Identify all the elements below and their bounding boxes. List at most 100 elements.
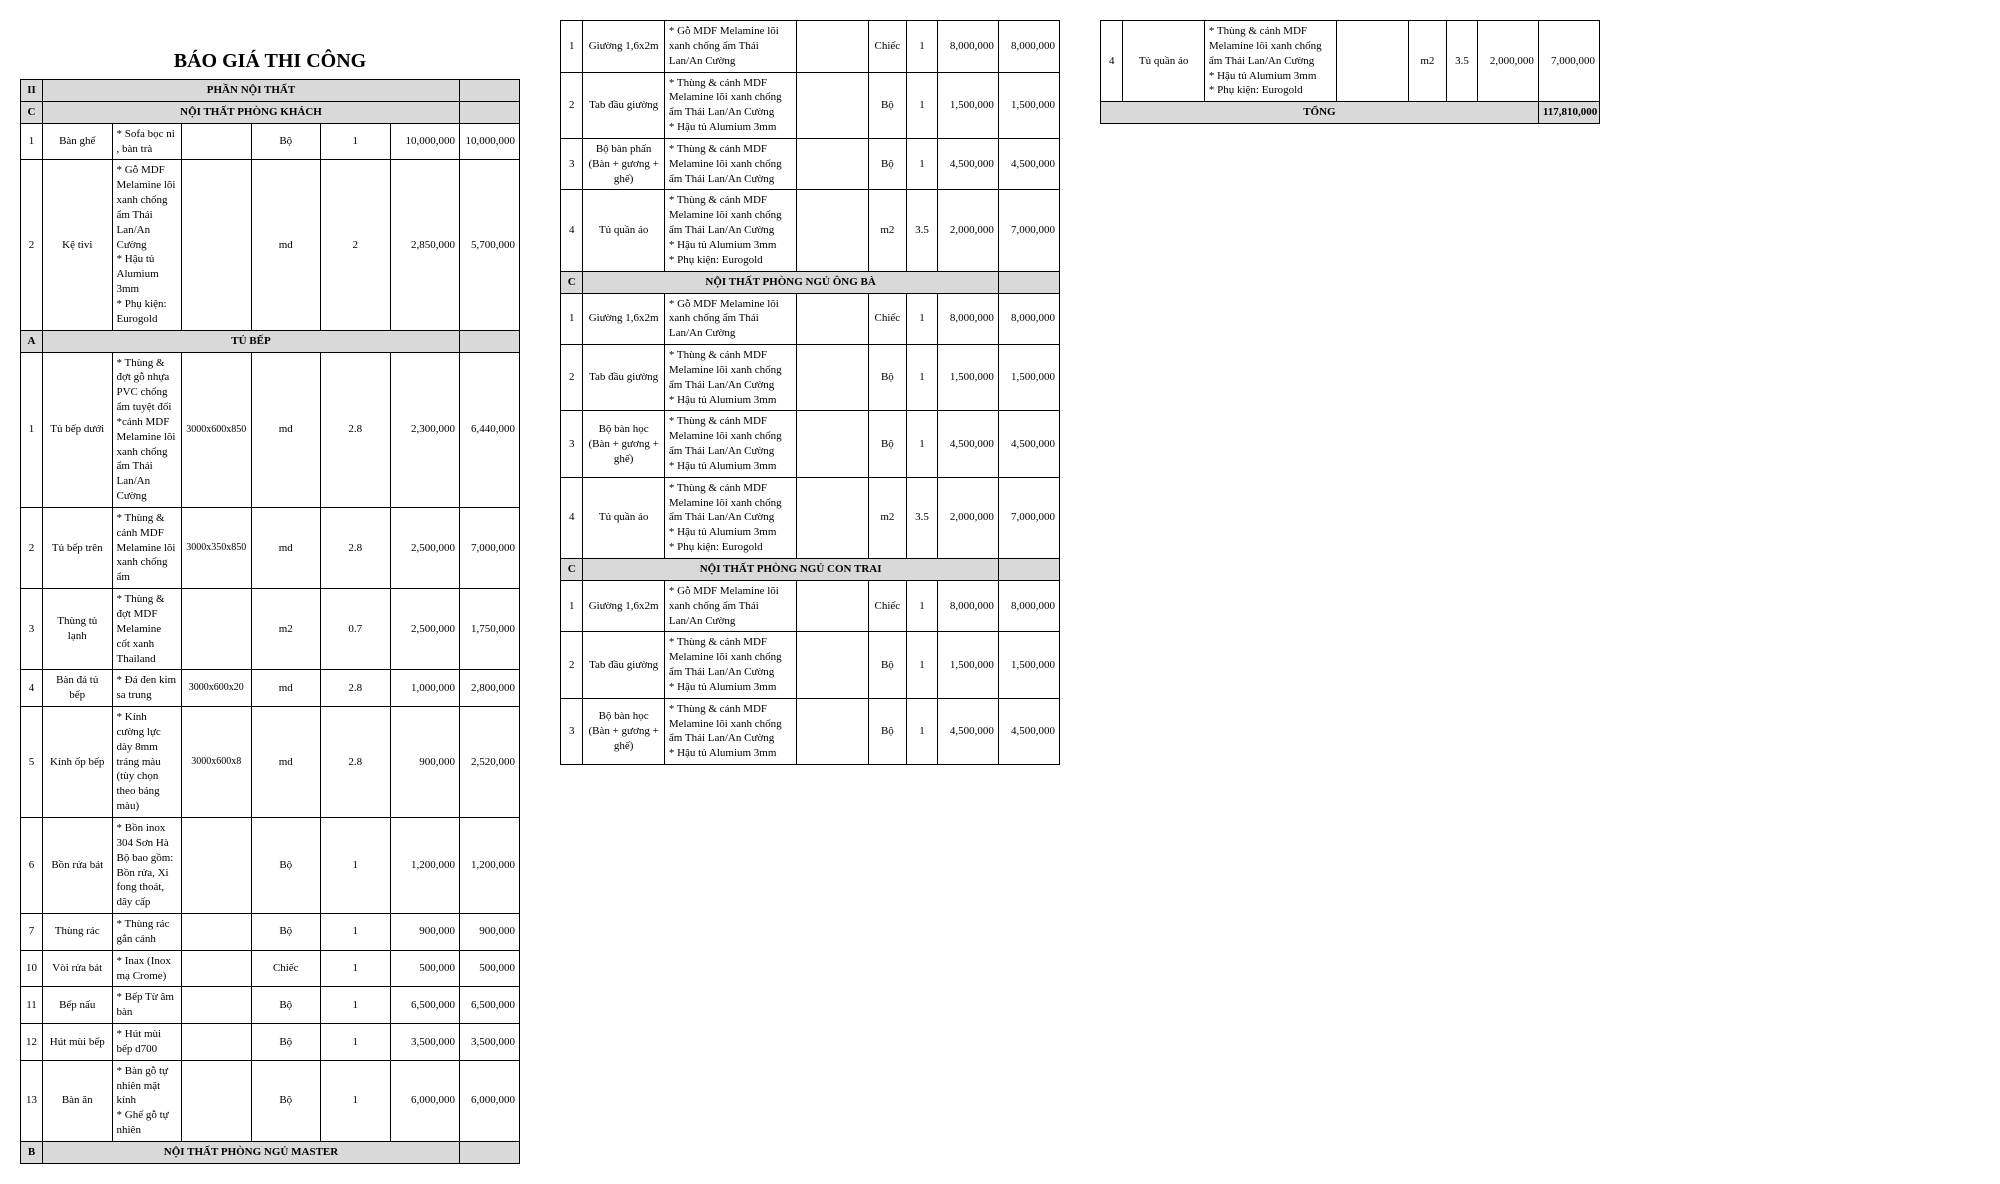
quote-row: 4Bàn đá tủ bếp* Đá đen kim sa trung3000x… xyxy=(21,670,520,707)
cell-total: 1,200,000 xyxy=(460,817,520,913)
cell-size: 3000x600x20 xyxy=(182,670,252,707)
quote-row: 6Bồn rửa bát* Bồn inox 304 Sơn HàBộ bao … xyxy=(21,817,520,913)
section-total-blank xyxy=(998,559,1059,581)
cell-total: 2,800,000 xyxy=(460,670,520,707)
quote-table-2: 1Giường 1,6x2m* Gỗ MDF Melamine lõi xanh… xyxy=(560,20,1060,765)
section-idx: II xyxy=(21,80,43,102)
cell-unit: Bộ xyxy=(251,123,321,160)
cell-size xyxy=(797,293,868,345)
cell-name: Bếp nấu xyxy=(43,987,113,1024)
cell-total: 7,000,000 xyxy=(460,507,520,588)
quote-row: 7Thùng rác* Thùng rác gắn cánhBộ1900,000… xyxy=(21,914,520,951)
cell-idx: 10 xyxy=(21,950,43,987)
cell-qty: 1 xyxy=(907,632,938,698)
section-header: IIPHẦN NỘI THẤT xyxy=(21,80,520,102)
cell-name: Thùng rác xyxy=(43,914,113,951)
cell-price: 1,500,000 xyxy=(937,632,998,698)
cell-size xyxy=(797,632,868,698)
cell-detail: * Sofa bọc nỉ , bàn trà xyxy=(112,123,182,160)
cell-idx: 3 xyxy=(561,138,583,190)
cell-idx: 12 xyxy=(21,1024,43,1061)
cell-unit: Chiếc xyxy=(251,950,321,987)
cell-total: 1,500,000 xyxy=(998,72,1059,138)
quote-row: 3Bộ bàn phấn (Bàn + gương + ghế)* Thùng … xyxy=(561,138,1060,190)
quote-row: 1Tủ bếp dưới* Thùng & đợt gỗ nhựa PVC ch… xyxy=(21,352,520,507)
cell-detail: * Thùng & cánh MDF Melamine lõi xanh chố… xyxy=(664,698,796,764)
cell-detail: * Thùng & cánh MDF Melamine lõi xanh chố… xyxy=(664,72,796,138)
cell-qty: 1 xyxy=(321,1024,391,1061)
cell-detail: * Gỗ MDF Melamine lõi xanh chống ẩm Thái… xyxy=(664,580,796,632)
cell-detail: * Thùng & cánh MDF Melamine lõi xanh chố… xyxy=(664,190,796,271)
section-label: TỦ BẾP xyxy=(43,330,460,352)
quote-row: 10Vòi rửa bát* Inax (Inox mạ Crome) Chiếc… xyxy=(21,950,520,987)
cell-detail: * Bồn inox 304 Sơn HàBộ bao gồm: Bồn rửa… xyxy=(112,817,182,913)
cell-total: 8,000,000 xyxy=(998,293,1059,345)
cell-total: 1,750,000 xyxy=(460,589,520,670)
cell-qty: 2.8 xyxy=(321,670,391,707)
cell-unit: Bộ xyxy=(868,632,907,698)
cell-unit: md xyxy=(251,160,321,330)
cell-idx: 1 xyxy=(21,123,43,160)
cell-qty: 2.8 xyxy=(321,507,391,588)
cell-price: 1,200,000 xyxy=(390,817,460,913)
cell-size xyxy=(797,345,868,411)
quote-row: 2Tab đầu giường* Thùng & cánh MDF Melami… xyxy=(561,632,1060,698)
quote-row: 2Tủ bếp trên* Thùng & cánh MDF Melamine … xyxy=(21,507,520,588)
cell-unit: Bộ xyxy=(868,138,907,190)
cell-name: Bàn ghế xyxy=(43,123,113,160)
page-title: BÁO GIÁ THI CÔNG xyxy=(20,50,520,73)
cell-detail: * Thùng rác gắn cánh xyxy=(112,914,182,951)
cell-price: 8,000,000 xyxy=(937,293,998,345)
cell-detail: * Gỗ MDF Melamine lõi xanh chống ẩm Thái… xyxy=(112,160,182,330)
cell-size: 3000x350x850 xyxy=(182,507,252,588)
quote-row: 4Tủ quần áo* Thùng & cánh MDF Melamine l… xyxy=(1101,21,1600,102)
cell-name: Vòi rửa bát xyxy=(43,950,113,987)
cell-unit: Bộ xyxy=(868,72,907,138)
cell-unit: md xyxy=(251,707,321,818)
cell-name: Kính ốp bếp xyxy=(43,707,113,818)
cell-qty: 1 xyxy=(321,950,391,987)
cell-idx: 2 xyxy=(561,345,583,411)
cell-qty: 3.5 xyxy=(907,190,938,271)
cell-size xyxy=(182,160,252,330)
cell-price: 2,000,000 xyxy=(937,477,998,558)
cell-idx: 4 xyxy=(21,670,43,707)
cell-size xyxy=(797,138,868,190)
cell-idx: 11 xyxy=(21,987,43,1024)
cell-detail: * Thùng & cánh MDF Melamine lõi xanh chố… xyxy=(664,345,796,411)
cell-idx: 5 xyxy=(21,707,43,818)
grand-total-label: TỔNG xyxy=(1101,102,1539,124)
cell-name: Bộ bàn học (Bàn + gương + ghế) xyxy=(583,411,664,477)
cell-detail: * Inax (Inox mạ Crome) xyxy=(112,950,182,987)
quote-row: 3Bộ bàn học (Bàn + gương + ghế)* Thùng &… xyxy=(561,411,1060,477)
cell-total: 1,500,000 xyxy=(998,345,1059,411)
cell-total: 4,500,000 xyxy=(998,411,1059,477)
section-total-blank xyxy=(460,330,520,352)
cell-unit: md xyxy=(251,352,321,507)
quote-row: 2Kệ tivi* Gỗ MDF Melamine lõi xanh chống… xyxy=(21,160,520,330)
cell-price: 6,500,000 xyxy=(390,987,460,1024)
cell-name: Tủ quần áo xyxy=(583,477,664,558)
cell-unit: Bộ xyxy=(251,914,321,951)
section-label: PHẦN NỘI THẤT xyxy=(43,80,460,102)
cell-total: 2,520,000 xyxy=(460,707,520,818)
cell-qty: 1 xyxy=(321,123,391,160)
cell-name: Tủ quần áo xyxy=(1123,21,1204,102)
cell-price: 2,000,000 xyxy=(937,190,998,271)
cell-idx: 1 xyxy=(21,352,43,507)
cell-detail: * Thùng & đợt gỗ nhựa PVC chống ẩm tuyệt… xyxy=(112,352,182,507)
cell-name: Tủ bếp dưới xyxy=(43,352,113,507)
cell-total: 6,000,000 xyxy=(460,1060,520,1141)
cell-name: Tab đầu giường xyxy=(583,632,664,698)
cell-unit: Bộ xyxy=(251,987,321,1024)
cell-name: Tủ quần áo xyxy=(583,190,664,271)
cell-size xyxy=(182,1060,252,1141)
cell-unit: md xyxy=(251,670,321,707)
cell-idx: 2 xyxy=(21,507,43,588)
section-header: CNỘI THẤT PHÒNG NGỦ CON TRAI xyxy=(561,559,1060,581)
cell-idx: 7 xyxy=(21,914,43,951)
cell-price: 8,000,000 xyxy=(937,580,998,632)
section-header: ATỦ BẾP xyxy=(21,330,520,352)
cell-qty: 1 xyxy=(907,138,938,190)
section-idx: B xyxy=(21,1142,43,1164)
